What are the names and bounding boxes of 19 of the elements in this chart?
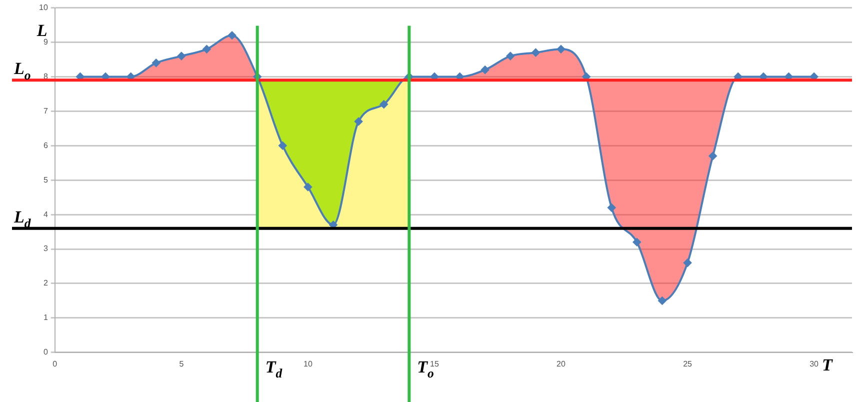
y-tick-label: 3 xyxy=(43,244,48,254)
x-tick-label: 10 xyxy=(303,359,313,368)
y-tick-label: 9 xyxy=(43,37,48,46)
y-tick-label: 2 xyxy=(43,278,48,288)
x-tick-label: 30 xyxy=(810,359,820,368)
y-tick-label: 7 xyxy=(43,106,48,116)
y-tick-label: 1 xyxy=(43,313,48,322)
x-tick-label: 15 xyxy=(430,359,440,368)
y-tick-label: 4 xyxy=(43,210,48,219)
y-tick-label: 10 xyxy=(38,3,48,12)
x-tick-label: 5 xyxy=(179,359,184,368)
y-tick-label: 6 xyxy=(43,140,48,150)
x-tick-label: 25 xyxy=(683,359,693,368)
x-axis-title: T xyxy=(822,355,834,374)
y-tick-label: 0 xyxy=(43,348,48,357)
x-tick-label: 0 xyxy=(52,359,58,368)
x-tick-label: 20 xyxy=(556,359,566,368)
y-axis-title: L xyxy=(36,20,48,40)
y-tick-label: 5 xyxy=(43,175,48,184)
